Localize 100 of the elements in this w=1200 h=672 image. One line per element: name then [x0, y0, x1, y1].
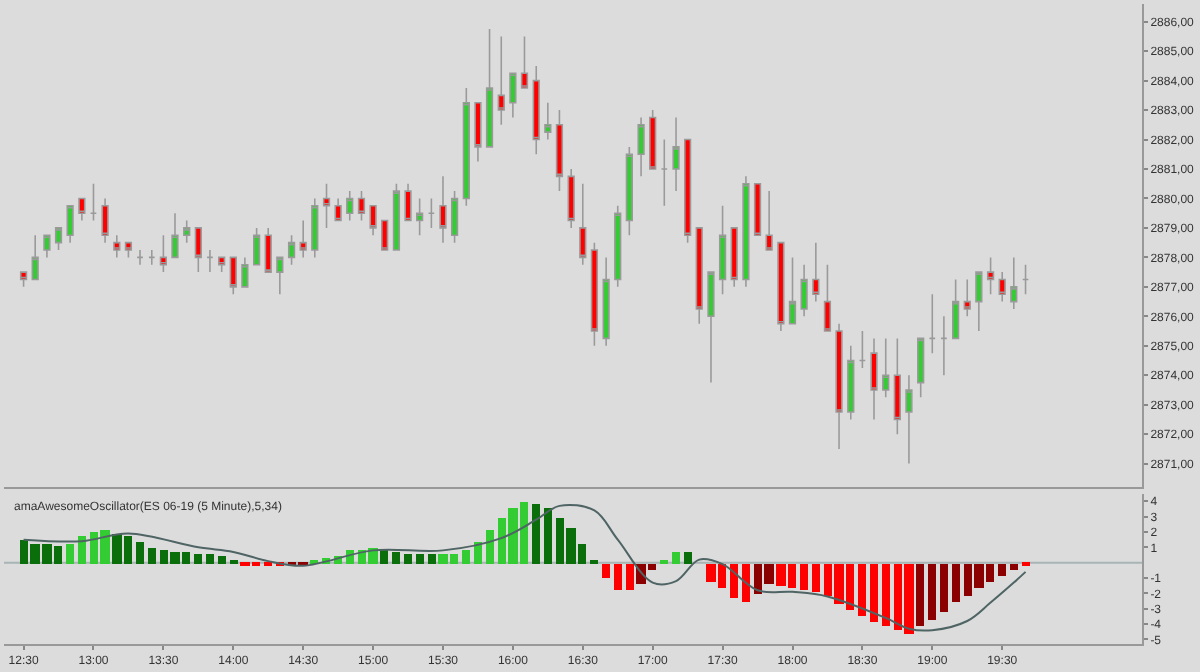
candlestick: [427, 197, 436, 229]
candlestick: [194, 227, 202, 273]
candlestick: [392, 182, 401, 251]
candlestick: [171, 212, 179, 259]
candlestick: [276, 256, 284, 296]
bar: [916, 563, 924, 626]
bar: [428, 553, 436, 564]
candlestick: [544, 101, 552, 141]
bar: [602, 563, 610, 578]
bar: [812, 563, 820, 592]
bar: [800, 563, 808, 590]
candlestick: [579, 182, 587, 266]
candlestick: [684, 138, 692, 244]
bar: [614, 563, 622, 590]
candlestick: [369, 205, 377, 237]
candlestick: [986, 256, 995, 296]
bar: [404, 553, 412, 564]
candlestick: [43, 234, 51, 259]
candlestick: [31, 234, 39, 281]
candlestick: [416, 197, 424, 237]
bar: [952, 563, 960, 602]
candlestick: [450, 190, 459, 244]
candlestick: [917, 337, 925, 399]
candlestick: [264, 227, 272, 273]
bar: [870, 563, 878, 622]
bar: [392, 551, 400, 564]
candlestick: [870, 337, 878, 421]
candlestick: [730, 227, 738, 288]
candlestick: [835, 322, 843, 450]
candlestick: [183, 219, 191, 244]
candlestick: [555, 109, 564, 192]
candlestick: [218, 256, 226, 273]
candlestick: [357, 190, 366, 222]
candlestick: [614, 205, 622, 288]
candlestick: [742, 175, 750, 288]
candlestick: [381, 219, 389, 251]
candlestick: [812, 241, 820, 303]
bar: [462, 549, 470, 564]
bar: [684, 551, 692, 564]
candlestick: [695, 227, 703, 325]
candlestick: [718, 205, 727, 296]
candlestick: [858, 330, 867, 369]
candlestick: [206, 249, 214, 273]
candlestick: [800, 263, 808, 318]
bar: [626, 563, 634, 590]
candlestick: [497, 35, 505, 126]
candlestick: [485, 28, 494, 148]
candlestick: [148, 249, 156, 266]
bar: [136, 541, 144, 564]
candlestick: [847, 344, 855, 421]
candlestick: [124, 241, 133, 259]
candlestick: [252, 227, 261, 266]
candlestick: [1010, 256, 1018, 310]
candlestick: [346, 190, 354, 222]
candlestick: [788, 256, 797, 325]
candlestick: [777, 241, 785, 332]
bar: [474, 541, 482, 564]
bar: [940, 563, 948, 612]
candlestick: [159, 234, 168, 273]
candlestick: [567, 168, 575, 229]
candlestick: [998, 271, 1006, 303]
candlestick: [66, 205, 74, 244]
bar: [1010, 563, 1018, 570]
bar: [416, 553, 424, 564]
candlestick: [975, 271, 983, 332]
candlestick: [229, 256, 237, 296]
bar: [218, 555, 226, 564]
bar: [544, 507, 552, 564]
candlestick: [322, 182, 331, 229]
bar: [532, 503, 540, 564]
candlestick: [590, 241, 599, 347]
candlestick: [1021, 263, 1030, 296]
bar: [380, 549, 388, 564]
candlestick: [753, 182, 762, 237]
candlestick: [54, 227, 63, 251]
bar: [730, 563, 738, 598]
bar: [858, 563, 866, 616]
candlestick: [404, 182, 412, 222]
candlestick: [637, 116, 645, 178]
candlestick: [136, 249, 144, 266]
candlestick: [113, 234, 121, 259]
bar: [928, 563, 936, 620]
candlestick: [707, 271, 715, 384]
candlestick: [287, 234, 296, 266]
candlestick: [765, 190, 773, 251]
bar: [882, 563, 890, 626]
candlestick: [474, 101, 482, 163]
candlestick: [509, 72, 517, 119]
candlestick: [532, 65, 540, 156]
candlestick: [963, 278, 971, 318]
candlestick: [602, 256, 610, 347]
candlestick: [660, 138, 668, 207]
candlestick: [101, 197, 109, 244]
bar: [78, 535, 86, 564]
candlestick: [625, 146, 633, 237]
candlestick: [439, 175, 447, 244]
bar: [148, 547, 156, 564]
candlestick: [893, 337, 901, 435]
candlestick: [520, 35, 529, 89]
candlestick: [940, 315, 948, 377]
